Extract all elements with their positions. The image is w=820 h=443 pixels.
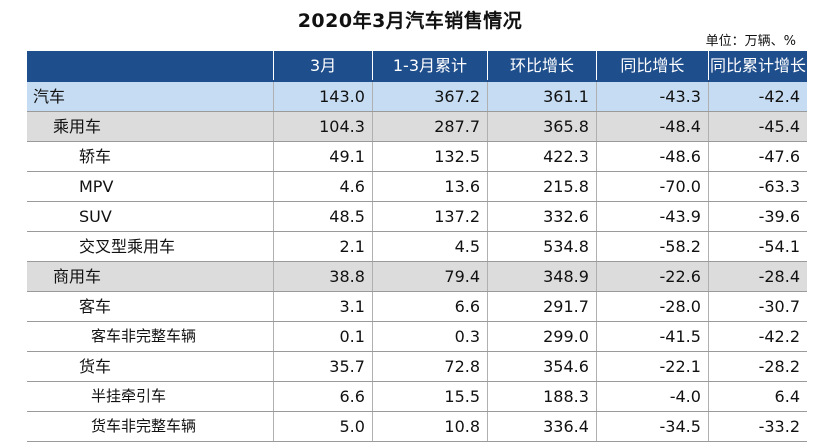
header-cell: 同比累计增长 (708, 51, 807, 82)
value-cell: -30.7 (708, 291, 807, 322)
page-title: 2020年3月汽车销售情况 (297, 10, 523, 32)
header-cell: 环比增长 (487, 51, 597, 82)
value-cell: -47.6 (708, 141, 807, 172)
value-cell: 4.5 (372, 231, 489, 262)
value-cell: 2.1 (273, 231, 373, 262)
header-cell (27, 51, 275, 82)
value-cell: -70.0 (596, 171, 709, 202)
header-cell: 同比增长 (596, 51, 709, 82)
value-cell: 291.7 (487, 291, 597, 322)
value-cell: 365.8 (487, 111, 597, 142)
table-row: 货车 35.7 72.8 354.6 -22.1 -28.2 (27, 351, 807, 382)
value-cell: 137.2 (372, 201, 489, 232)
header-cell: 1-3月累计 (372, 51, 489, 82)
row-label: 交叉型乘用车 (27, 231, 275, 262)
value-cell: -28.4 (708, 261, 807, 292)
value-cell: 367.2 (372, 81, 489, 112)
table-row: 客车非完整车辆 0.1 0.3 299.0 -41.5 -42.2 (27, 321, 807, 352)
row-label: 轿车 (27, 141, 275, 172)
value-cell: -39.6 (708, 201, 807, 232)
header-row: 3月 1-3月累计 环比增长 同比增长 同比累计增长 (27, 51, 807, 82)
value-cell: 422.3 (487, 141, 597, 172)
value-cell: 534.8 (487, 231, 597, 262)
sales-table: 3月 1-3月累计 环比增长 同比增长 同比累计增长 汽车 143.0 367.2 3… (27, 51, 807, 442)
value-cell: 6.4 (708, 381, 807, 412)
value-cell: 13.6 (372, 171, 489, 202)
value-cell: -43.9 (596, 201, 709, 232)
value-cell: 10.8 (372, 411, 489, 442)
row-label: 货车 (27, 351, 275, 382)
value-cell: 6.6 (372, 291, 489, 322)
value-cell: 72.8 (372, 351, 489, 382)
value-cell: 79.4 (372, 261, 489, 292)
row-label: 商用车 (27, 261, 275, 292)
value-cell: -42.4 (708, 81, 807, 112)
row-label: MPV (27, 171, 275, 202)
row-label: 汽车 (27, 81, 275, 112)
value-cell: -42.2 (708, 321, 807, 352)
value-cell: 332.6 (487, 201, 597, 232)
value-cell: 0.3 (372, 321, 489, 352)
value-cell: 215.8 (487, 171, 597, 202)
table-row: 货车非完整车辆 5.0 10.8 336.4 -34.5 -33.2 (27, 411, 807, 442)
value-cell: -34.5 (596, 411, 709, 442)
value-cell: 38.8 (273, 261, 373, 292)
table-row: 汽车 143.0 367.2 361.1 -43.3 -42.4 (27, 81, 807, 112)
value-cell: -45.4 (708, 111, 807, 142)
value-cell: 348.9 (487, 261, 597, 292)
value-cell: 188.3 (487, 381, 597, 412)
value-cell: 6.6 (273, 381, 373, 412)
value-cell: -28.2 (708, 351, 807, 382)
table-row: 交叉型乘用车 2.1 4.5 534.8 -58.2 -54.1 (27, 231, 807, 262)
value-cell: 336.4 (487, 411, 597, 442)
table-row: 客车 3.1 6.6 291.7 -28.0 -30.7 (27, 291, 807, 322)
value-cell: -58.2 (596, 231, 709, 262)
value-cell: -43.3 (596, 81, 709, 112)
value-cell: -54.1 (708, 231, 807, 262)
value-cell: 4.6 (273, 171, 373, 202)
row-label: 乘用车 (27, 111, 275, 142)
value-cell: -22.1 (596, 351, 709, 382)
value-cell: 143.0 (273, 81, 373, 112)
value-cell: 299.0 (487, 321, 597, 352)
row-label: 客车 (27, 291, 275, 322)
value-cell: 0.1 (273, 321, 373, 352)
table-row: 乘用车 104.3 287.7 365.8 -48.4 -45.4 (27, 111, 807, 142)
table-row: SUV 48.5 137.2 332.6 -43.9 -39.6 (27, 201, 807, 232)
value-cell: 48.5 (273, 201, 373, 232)
unit-note: 单位：万辆、% (705, 34, 796, 49)
value-cell: 49.1 (273, 141, 373, 172)
value-cell: 132.5 (372, 141, 489, 172)
table-row: 商用车 38.8 79.4 348.9 -22.6 -28.4 (27, 261, 807, 292)
header-cell: 3月 (273, 51, 373, 82)
value-cell: -22.6 (596, 261, 709, 292)
value-cell: 15.5 (372, 381, 489, 412)
value-cell: -48.6 (596, 141, 709, 172)
value-cell: -48.4 (596, 111, 709, 142)
value-cell: 287.7 (372, 111, 489, 142)
value-cell: -28.0 (596, 291, 709, 322)
value-cell: -41.5 (596, 321, 709, 352)
value-cell: 3.1 (273, 291, 373, 322)
value-cell: -4.0 (596, 381, 709, 412)
table-row: 轿车 49.1 132.5 422.3 -48.6 -47.6 (27, 141, 807, 172)
value-cell: 361.1 (487, 81, 597, 112)
row-label: SUV (27, 201, 275, 232)
table-row: 半挂牵引车 6.6 15.5 188.3 -4.0 6.4 (27, 381, 807, 412)
value-cell: 354.6 (487, 351, 597, 382)
row-label: 货车非完整车辆 (27, 411, 275, 442)
row-label: 半挂牵引车 (27, 381, 275, 412)
value-cell: -63.3 (708, 171, 807, 202)
row-label: 客车非完整车辆 (27, 321, 275, 352)
table-row: MPV 4.6 13.6 215.8 -70.0 -63.3 (27, 171, 807, 202)
value-cell: 35.7 (273, 351, 373, 382)
value-cell: 5.0 (273, 411, 373, 442)
value-cell: 104.3 (273, 111, 373, 142)
value-cell: -33.2 (708, 411, 807, 442)
